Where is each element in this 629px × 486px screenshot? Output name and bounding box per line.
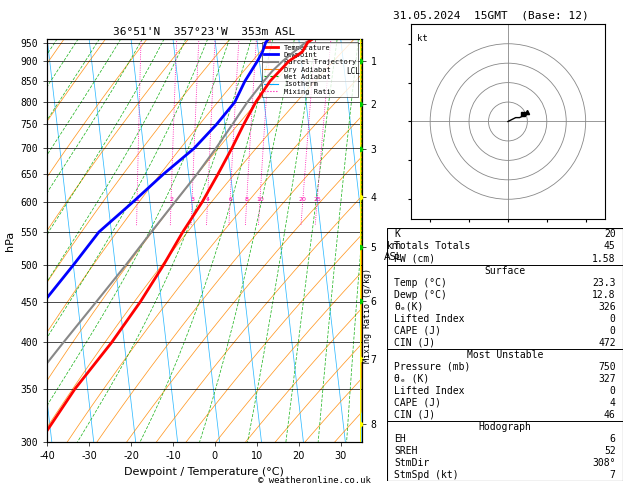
Text: θₑ(K): θₑ(K) (394, 302, 423, 312)
Text: 0: 0 (610, 313, 616, 324)
Text: 25: 25 (313, 196, 321, 202)
Text: Dewp (°C): Dewp (°C) (394, 290, 447, 299)
Text: 20: 20 (604, 229, 616, 240)
Text: Lifted Index: Lifted Index (394, 386, 464, 396)
Text: 52: 52 (604, 446, 616, 456)
X-axis label: Dewpoint / Temperature (°C): Dewpoint / Temperature (°C) (125, 467, 284, 477)
Text: Surface: Surface (484, 265, 525, 276)
Y-axis label: km
ASL: km ASL (384, 241, 403, 262)
Text: CAPE (J): CAPE (J) (394, 398, 441, 408)
Text: PW (cm): PW (cm) (394, 254, 435, 263)
Text: 2: 2 (169, 196, 173, 202)
Text: Mixing Ratio (g/kg): Mixing Ratio (g/kg) (364, 268, 372, 364)
Text: 0: 0 (610, 326, 616, 336)
Text: θₑ (K): θₑ (K) (394, 374, 429, 384)
Text: 308°: 308° (592, 458, 616, 468)
Text: kt: kt (416, 34, 427, 43)
Text: Lifted Index: Lifted Index (394, 313, 464, 324)
Text: StmDir: StmDir (394, 458, 429, 468)
Text: CIN (J): CIN (J) (394, 338, 435, 348)
Text: StmSpd (kt): StmSpd (kt) (394, 470, 459, 480)
Text: 1.58: 1.58 (592, 254, 616, 263)
Text: 326: 326 (598, 302, 616, 312)
Text: 4: 4 (206, 196, 209, 202)
Text: 10: 10 (256, 196, 264, 202)
Y-axis label: hPa: hPa (5, 230, 15, 251)
Text: EH: EH (394, 434, 406, 444)
Text: 3: 3 (190, 196, 194, 202)
Text: Temp (°C): Temp (°C) (394, 278, 447, 288)
Text: 45: 45 (604, 242, 616, 251)
Text: 20: 20 (299, 196, 307, 202)
Text: Most Unstable: Most Unstable (467, 350, 543, 360)
Text: 46: 46 (604, 410, 616, 420)
Text: 6: 6 (228, 196, 232, 202)
Text: 1: 1 (135, 196, 139, 202)
Text: K: K (394, 229, 400, 240)
Text: LCL: LCL (347, 67, 360, 75)
Legend: Temperature, Dewpoint, Parcel Trajectory, Dry Adiabat, Wet Adiabat, Isotherm, Mi: Temperature, Dewpoint, Parcel Trajectory… (262, 42, 358, 97)
Text: CIN (J): CIN (J) (394, 410, 435, 420)
Text: 23.3: 23.3 (592, 278, 616, 288)
Text: Totals Totals: Totals Totals (394, 242, 470, 251)
Text: Hodograph: Hodograph (478, 422, 532, 432)
Text: CAPE (J): CAPE (J) (394, 326, 441, 336)
Text: 0: 0 (610, 386, 616, 396)
Text: SREH: SREH (394, 446, 418, 456)
Text: 4: 4 (610, 398, 616, 408)
Text: 327: 327 (598, 374, 616, 384)
Text: 31.05.2024  15GMT  (Base: 12): 31.05.2024 15GMT (Base: 12) (393, 11, 589, 21)
Title: 36°51'N  357°23'W  353m ASL: 36°51'N 357°23'W 353m ASL (113, 27, 296, 37)
Text: © weatheronline.co.uk: © weatheronline.co.uk (258, 475, 371, 485)
Text: 12.8: 12.8 (592, 290, 616, 299)
Text: 472: 472 (598, 338, 616, 348)
Text: Pressure (mb): Pressure (mb) (394, 362, 470, 372)
Text: 6: 6 (610, 434, 616, 444)
Text: 8: 8 (245, 196, 248, 202)
Text: 7: 7 (610, 470, 616, 480)
Text: 750: 750 (598, 362, 616, 372)
